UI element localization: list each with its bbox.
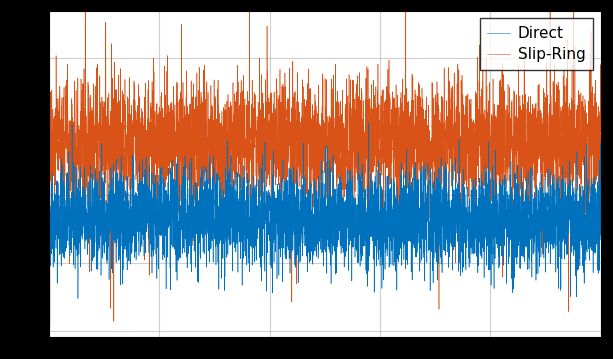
Slip-Ring <box>45 134 53 138</box>
Slip-Ring <box>597 130 604 135</box>
Direct <box>74 296 82 300</box>
Slip-Ring <box>457 171 465 175</box>
Slip-Ring <box>256 188 264 192</box>
Direct <box>597 238 604 242</box>
Direct <box>457 266 465 271</box>
Line: Direct: Direct <box>49 123 601 298</box>
Slip-Ring <box>46 324 53 328</box>
Legend: Direct, Slip-Ring: Direct, Slip-Ring <box>479 18 593 70</box>
Direct <box>405 191 412 195</box>
Slip-Ring <box>146 161 153 165</box>
Direct <box>45 205 53 209</box>
Line: Slip-Ring: Slip-Ring <box>49 0 601 326</box>
Direct <box>146 164 153 168</box>
Direct <box>365 121 372 125</box>
Slip-Ring <box>404 118 411 123</box>
Direct <box>256 162 264 167</box>
Direct <box>499 179 506 183</box>
Slip-Ring <box>499 61 506 66</box>
Slip-Ring <box>376 103 384 107</box>
Direct <box>376 264 384 268</box>
